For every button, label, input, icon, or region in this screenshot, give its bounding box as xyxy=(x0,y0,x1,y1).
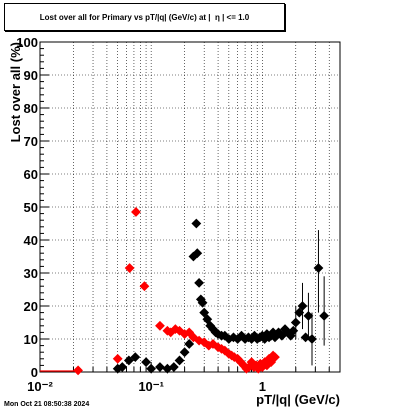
black-data-point xyxy=(313,263,324,273)
red-data-point xyxy=(112,353,123,364)
x-tick-label: 10⁻² xyxy=(27,379,53,394)
black-data-point xyxy=(192,248,203,259)
black-data-point xyxy=(174,355,185,366)
timestamp: Mon Oct 21 08:50:38 2024 xyxy=(4,401,90,408)
black-data-point xyxy=(319,310,330,321)
y-tick-label: 50 xyxy=(24,200,38,215)
data-points xyxy=(40,207,330,376)
black-data-point xyxy=(141,357,151,368)
black-data-point xyxy=(191,218,202,229)
y-axis-label: Lost over all (%) xyxy=(8,42,23,142)
black-data-point xyxy=(130,352,141,363)
black-data-point xyxy=(197,297,208,308)
chart-title: Lost over all for Primary vs pT/|q| (GeV… xyxy=(39,12,250,22)
x-tick-label: 1 xyxy=(259,379,266,394)
black-data-point xyxy=(123,355,134,366)
black-data-point xyxy=(179,347,190,358)
red-data-point xyxy=(131,207,141,217)
red-data-point xyxy=(124,263,135,273)
y-tick-label: 60 xyxy=(24,167,38,182)
red-data-point xyxy=(155,320,165,331)
black-data-point xyxy=(202,314,213,325)
black-data-point xyxy=(117,362,128,372)
y-tick-label: 40 xyxy=(24,233,38,248)
y-tick-label: 30 xyxy=(24,266,38,281)
y-tick-label: 70 xyxy=(24,134,38,149)
black-data-point xyxy=(146,363,157,374)
black-data-point xyxy=(288,325,299,336)
grid-lines xyxy=(39,42,341,372)
y-tick-label: 90 xyxy=(24,68,38,83)
x-tick-label: 10⁻¹ xyxy=(138,379,164,394)
chart-title-box: Lost over all for Primary vs pT/|q| (GeV… xyxy=(4,3,285,31)
x-axis-label: pT/|q| (GeV/c) xyxy=(256,392,340,407)
black-data-point xyxy=(294,307,305,318)
y-tick-label: 20 xyxy=(24,299,38,314)
red-data-point xyxy=(174,325,185,336)
y-tick-label: 80 xyxy=(24,101,38,116)
black-data-point xyxy=(199,307,210,318)
black-data-point xyxy=(194,277,205,288)
black-data-point xyxy=(155,362,165,372)
y-tick-label: 10 xyxy=(24,332,38,347)
black-data-point xyxy=(307,334,317,344)
black-data-point xyxy=(303,310,314,321)
red-data-point xyxy=(139,281,150,292)
black-data-point xyxy=(184,339,195,349)
black-data-point xyxy=(290,317,301,328)
red-data-point xyxy=(73,365,83,376)
red-data-point xyxy=(270,352,280,363)
tick-labels: 0 10 20 30 40 50 60 70 80 90 100 10⁻² 10⁻¹ 1 xyxy=(16,35,266,394)
y-tick-label: 100 xyxy=(16,35,38,50)
red-data-point xyxy=(184,327,195,338)
black-data-point xyxy=(276,330,287,341)
y-tick-label: 0 xyxy=(31,365,38,380)
black-data-point xyxy=(297,301,308,311)
black-data-point xyxy=(168,362,179,372)
